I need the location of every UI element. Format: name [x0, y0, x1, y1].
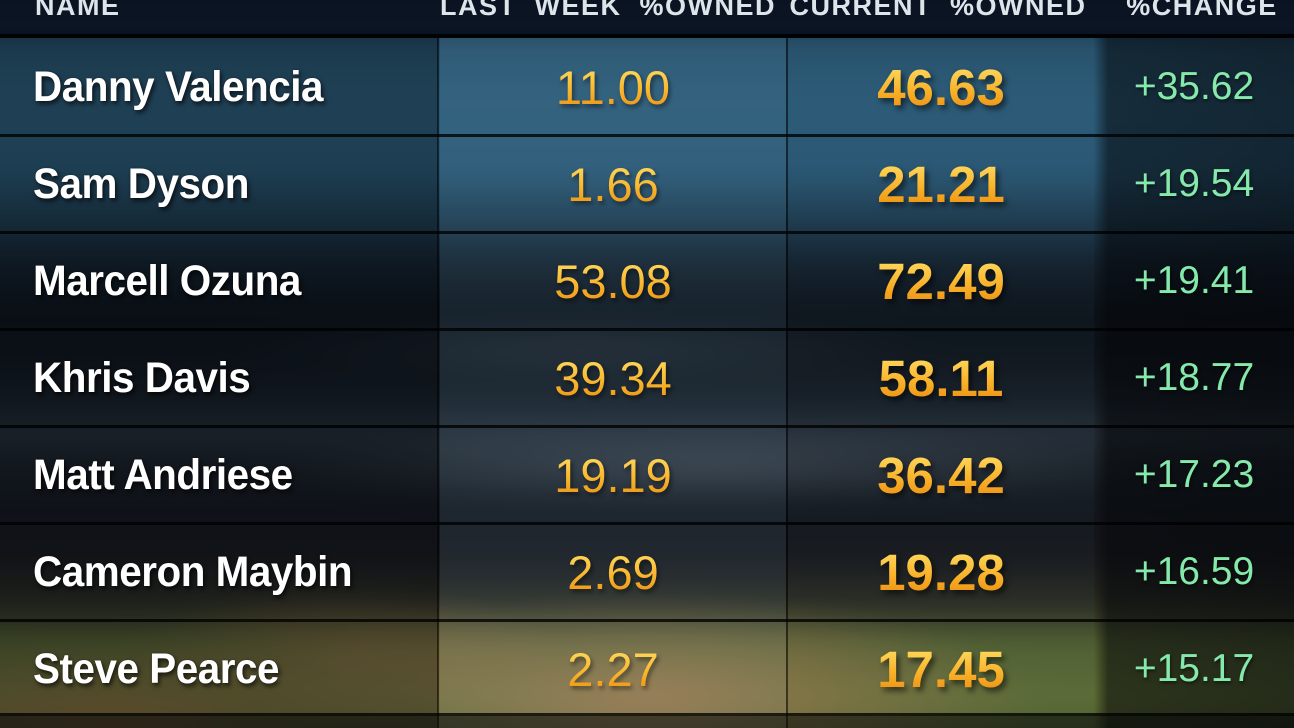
row-divider	[0, 231, 1294, 234]
current-owned-value: 21.21	[877, 155, 1005, 213]
row-divider	[0, 425, 1294, 428]
last-week-owned-value: 2.27	[567, 642, 659, 696]
percent-change-value: +35.62	[1133, 65, 1255, 108]
header-percent-change: %CHANGE	[1126, 0, 1278, 21]
current-owned-value: 36.42	[877, 446, 1005, 504]
row-divider	[0, 134, 1294, 137]
header-last-week-owned: LAST WEEK %OWNED	[440, 0, 776, 21]
last-week-owned-value: 53.08	[554, 254, 672, 308]
last-week-column-tint	[440, 38, 786, 728]
percent-change-value: +19.41	[1133, 259, 1255, 302]
player-name: Matt Andriese	[33, 450, 293, 499]
table-row: Matt Andriese 19.19 36.42 +17.23	[0, 428, 1294, 522]
header-name: NAME	[35, 0, 121, 21]
name-column-tint	[0, 38, 438, 728]
row-divider	[0, 328, 1294, 331]
player-name: Khris Davis	[33, 353, 251, 402]
table-row: Khris Davis 39.34 58.11 +18.77	[0, 331, 1294, 425]
row-divider	[0, 713, 1294, 716]
table-row: Cameron Maybin 2.69 19.28 +16.59	[0, 525, 1294, 619]
last-week-owned-value: 11.00	[555, 60, 671, 114]
table-row: Marcell Ozuna 53.08 72.49 +19.41	[0, 234, 1294, 328]
current-owned-value: 19.28	[877, 543, 1005, 601]
percent-change-value: +16.59	[1133, 550, 1255, 593]
table-header: NAME LAST WEEK %OWNED CURRENT %OWNED %CH…	[0, 0, 1294, 38]
row-divider	[0, 619, 1294, 622]
last-week-owned-value: 19.19	[554, 448, 672, 502]
table-row: Sam Dyson 1.66 21.21 +19.54	[0, 137, 1294, 231]
last-week-owned-value: 2.69	[567, 545, 659, 599]
current-column-tint	[788, 38, 1094, 728]
player-name: Steve Pearce	[33, 644, 280, 693]
player-name: Cameron Maybin	[33, 547, 353, 596]
last-week-owned-value: 39.34	[554, 351, 672, 405]
partial-next-row	[0, 716, 1294, 728]
current-owned-value: 58.11	[878, 349, 1004, 407]
row-divider	[0, 522, 1294, 525]
last-week-owned-value: 1.66	[567, 157, 659, 211]
current-owned-value: 46.63	[877, 58, 1005, 116]
percent-change-value: +17.23	[1133, 453, 1255, 496]
table-row: Danny Valencia 11.00 46.63 +35.62	[0, 40, 1294, 134]
player-name: Sam Dyson	[33, 159, 249, 208]
table-row: Steve Pearce 2.27 17.45 +15.17	[0, 622, 1294, 716]
header-current-owned: CURRENT %OWNED	[789, 0, 1087, 21]
percent-change-value: +18.77	[1133, 356, 1255, 399]
column-divider-1	[437, 38, 439, 728]
percent-change-value: +15.17	[1133, 647, 1255, 690]
current-owned-value: 72.49	[877, 252, 1005, 310]
percent-change-value: +19.54	[1133, 162, 1255, 205]
column-divider-2	[786, 38, 788, 728]
player-name: Danny Valencia	[33, 62, 323, 111]
current-owned-value: 17.45	[877, 640, 1005, 698]
player-name: Marcell Ozuna	[33, 256, 301, 305]
change-column-tint	[1094, 38, 1294, 728]
